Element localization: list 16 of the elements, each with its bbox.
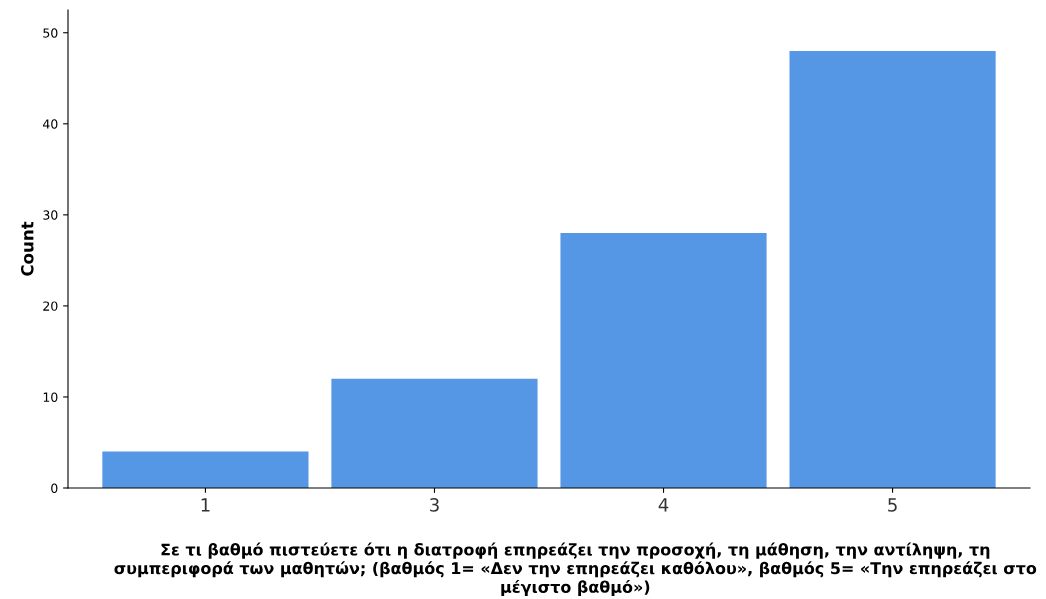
bar: [560, 233, 767, 488]
x-tick-label: 5: [888, 498, 897, 512]
x-tick-label: 1: [201, 498, 210, 512]
x-tick-label: 3: [430, 498, 439, 512]
y-tick-label: 40: [42, 119, 58, 129]
bar: [789, 50, 996, 488]
y-tick-label: 10: [43, 392, 58, 402]
x-axis-title: Σε τι βαθμό πιστεύετε ότι η διατροφή επηρεάζει την προσοχή, τη μάθηση, την αντίληψη, τη συμπεριφορά των μαθητών; (βαθμός 1= «Δεν την επηρεάζει καθόλου», βαθμός 5= «Την επηρεάζει στο μέγιστο βαθμό»): [114, 542, 1037, 597]
y-tick-label: 50: [43, 28, 58, 38]
y-axis-title: Count: [20, 221, 34, 276]
bar: [331, 378, 538, 488]
y-tick-label: 20: [43, 301, 58, 311]
y-tick-label: 0: [51, 483, 58, 493]
y-tick-label: 30: [43, 210, 58, 220]
x-tick-label: 4: [658, 498, 669, 512]
bar: [102, 451, 309, 488]
